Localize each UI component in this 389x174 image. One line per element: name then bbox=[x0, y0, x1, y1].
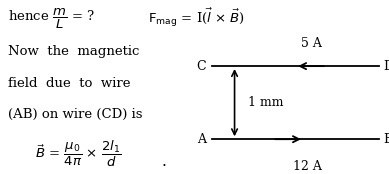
Text: 5 A: 5 A bbox=[301, 37, 322, 50]
Text: $\mathrm{F_{mag}}$ = I($\vec{l}$ $\times$ $\vec{B}$): $\mathrm{F_{mag}}$ = I($\vec{l}$ $\times… bbox=[148, 7, 245, 29]
Text: D: D bbox=[383, 60, 389, 73]
Text: $\vec{B}$ = $\dfrac{\mu_0}{4\pi}$ $\times$ $\dfrac{2l_1}{d}$: $\vec{B}$ = $\dfrac{\mu_0}{4\pi}$ $\time… bbox=[35, 139, 122, 169]
Text: 1 mm: 1 mm bbox=[248, 96, 284, 109]
Text: .: . bbox=[161, 154, 166, 169]
Text: C: C bbox=[196, 60, 206, 73]
Text: hence $\dfrac{m}{L}$ = ?: hence $\dfrac{m}{L}$ = ? bbox=[8, 7, 95, 31]
Text: Now  the  magnetic: Now the magnetic bbox=[8, 45, 139, 58]
Text: B: B bbox=[383, 133, 389, 146]
Text: (AB) on wire (CD) is: (AB) on wire (CD) is bbox=[8, 108, 142, 121]
Text: 12 A: 12 A bbox=[293, 160, 322, 173]
Text: field  due  to  wire: field due to wire bbox=[8, 77, 130, 90]
Text: A: A bbox=[197, 133, 206, 146]
